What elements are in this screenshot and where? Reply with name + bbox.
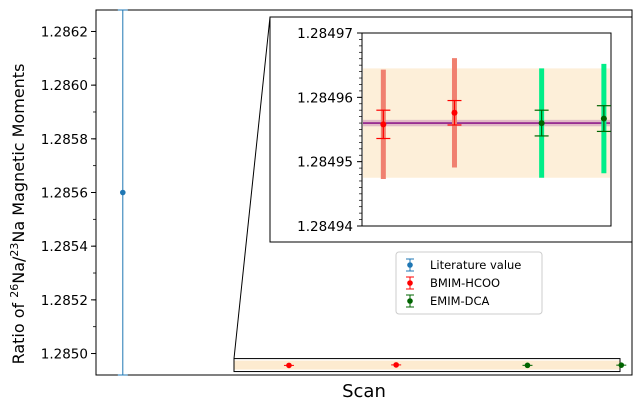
y-tick-label: 1.2850 — [41, 347, 88, 363]
legend-box — [395, 251, 543, 315]
zoom-connector-lines — [233, 16, 271, 359]
legend-label: Literature value — [430, 258, 521, 272]
legend-entry: EMIM-DCA — [406, 294, 490, 308]
data-point-emim-dca — [616, 362, 627, 368]
legend: Literature value BMIM-HCOO EMIM-DCA — [395, 251, 543, 315]
legend-entry: Literature value — [406, 258, 521, 272]
data-point-bmim-hcoo — [283, 362, 294, 369]
y-tick-label: 1.2860 — [41, 78, 88, 94]
inset-y-tick-label: 1.28494 — [297, 219, 353, 235]
inset-plot: 1.28494 1.28495 1.28496 1.28497 — [269, 16, 633, 243]
y-tick-label: 1.2858 — [41, 132, 88, 148]
zoom-connector — [233, 16, 271, 359]
legend-label: BMIM-HCOO — [430, 276, 500, 290]
y-tick-label: 1.2854 — [41, 239, 88, 255]
legend-label: EMIM-DCA — [430, 294, 490, 308]
inset-data-point — [447, 58, 462, 168]
inset-y-tick-label: 1.28495 — [297, 155, 353, 171]
inset-y-tick-label: 1.28497 — [297, 26, 353, 42]
zoom-connector-hidden — [234, 242, 270, 359]
data-point-emim-dca — [522, 362, 533, 369]
main-data-points — [117, 9, 627, 376]
y-axis-label: Ratio of 26Na/23Na Magnetic Moments — [8, 64, 29, 365]
y-tick-label: 1.2862 — [41, 24, 88, 40]
x-axis-label: Scan — [342, 381, 386, 402]
inset-data-point — [596, 63, 611, 174]
data-point-bmim-hcoo — [391, 362, 402, 368]
inset-y-tick-label: 1.28496 — [297, 90, 353, 106]
inset-data-point — [534, 68, 549, 178]
main-y-ticks: 1.2850 1.2852 1.2854 1.2856 1.2858 1.2860 1.28… — [41, 24, 96, 363]
inset-data-point — [376, 69, 391, 180]
y-tick-label: 1.2856 — [41, 186, 88, 202]
data-point-literature-value — [117, 9, 128, 376]
legend-entry: BMIM-HCOO — [406, 276, 500, 290]
y-tick-label: 1.2852 — [41, 293, 88, 309]
zoom-region-band — [234, 360, 620, 370]
